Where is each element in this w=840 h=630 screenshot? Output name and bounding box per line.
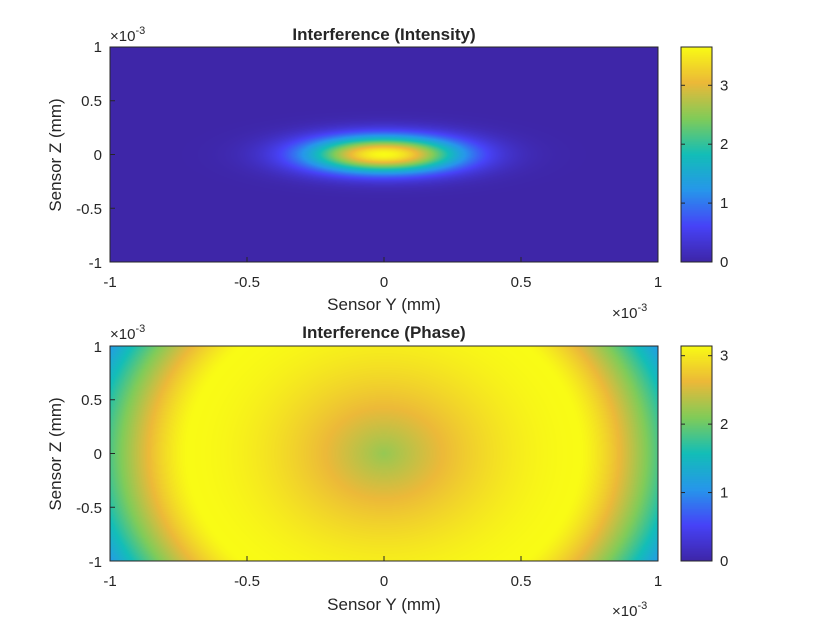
ytick-label: 0.5 (81, 93, 102, 110)
xtick-label: -1 (103, 573, 116, 590)
title-phase: Interference (Phase) (302, 323, 465, 342)
ytick-label: 1 (94, 339, 102, 356)
y-ticks-phase: 1 0.5 0 -0.5 -1 (76, 339, 115, 571)
colorbar-tick-label: 3 (720, 77, 728, 94)
xtick-label: 0 (380, 573, 388, 590)
ytick-label: 0 (94, 446, 102, 463)
colorbar-intensity (681, 47, 712, 262)
xtick-label: -0.5 (234, 573, 260, 590)
svg-text:×10-3: ×10-3 (110, 323, 145, 343)
colorbar-tick-label: 1 (720, 485, 728, 502)
x-ticks-intensity: -1 -0.5 0 0.5 1 (103, 257, 662, 291)
xtick-label: 1 (654, 274, 662, 291)
ytick-label: -1 (89, 554, 102, 571)
x-ticks-phase: -1 -0.5 0 0.5 1 (103, 556, 662, 590)
colorbar-tick-label: 0 (720, 254, 728, 271)
colorbar-ticks-intensity: 0 1 2 3 (681, 77, 728, 271)
ytick-label: 0 (94, 147, 102, 164)
ytick-label: -1 (89, 255, 102, 272)
colorbar-tick-label: 2 (720, 416, 728, 433)
xlabel-intensity: Sensor Y (mm) (327, 295, 441, 314)
ytick-label: 1 (94, 39, 102, 56)
xlabel-phase: Sensor Y (mm) (327, 595, 441, 614)
colorbar-ticks-phase: 0 1 2 3 (681, 348, 728, 570)
x-multiplier-phase: ×10-3 (612, 600, 647, 620)
plot-intensity: Interference (Intensity) 1 0.5 0 -0.5 -1 (46, 25, 728, 322)
title-intensity: Interference (Intensity) (292, 25, 475, 44)
colorbar-tick-label: 2 (720, 136, 728, 153)
heatmap-phase (110, 346, 658, 561)
ytick-label: -0.5 (76, 500, 102, 517)
svg-text:×10-3: ×10-3 (612, 600, 647, 620)
colorbar-tick-label: 1 (720, 195, 728, 212)
colorbar-tick-label: 3 (720, 348, 728, 365)
y-multiplier-intensity: ×10-3 (110, 25, 145, 45)
ytick-label: 0.5 (81, 392, 102, 409)
colorbar-tick-label: 0 (720, 553, 728, 570)
svg-text:×10-3: ×10-3 (110, 25, 145, 45)
xtick-label: -0.5 (234, 274, 260, 291)
heatmap-intensity (110, 47, 658, 262)
ytick-label: -0.5 (76, 201, 102, 218)
plot-phase: Interference (Phase) 1 0.5 0 -0.5 -1 -1 … (46, 323, 728, 620)
y-multiplier-phase: ×10-3 (110, 323, 145, 343)
xtick-label: -1 (103, 274, 116, 291)
ylabel-phase: Sensor Z (mm) (46, 397, 65, 510)
xtick-label: 0.5 (511, 274, 532, 291)
ylabel-intensity: Sensor Z (mm) (46, 98, 65, 211)
svg-text:×10-3: ×10-3 (612, 302, 647, 322)
xtick-label: 1 (654, 573, 662, 590)
xtick-label: 0.5 (511, 573, 532, 590)
xtick-label: 0 (380, 274, 388, 291)
y-ticks-intensity: 1 0.5 0 -0.5 -1 (76, 39, 115, 272)
x-multiplier-intensity: ×10-3 (612, 302, 647, 322)
colorbar-phase (681, 346, 712, 561)
